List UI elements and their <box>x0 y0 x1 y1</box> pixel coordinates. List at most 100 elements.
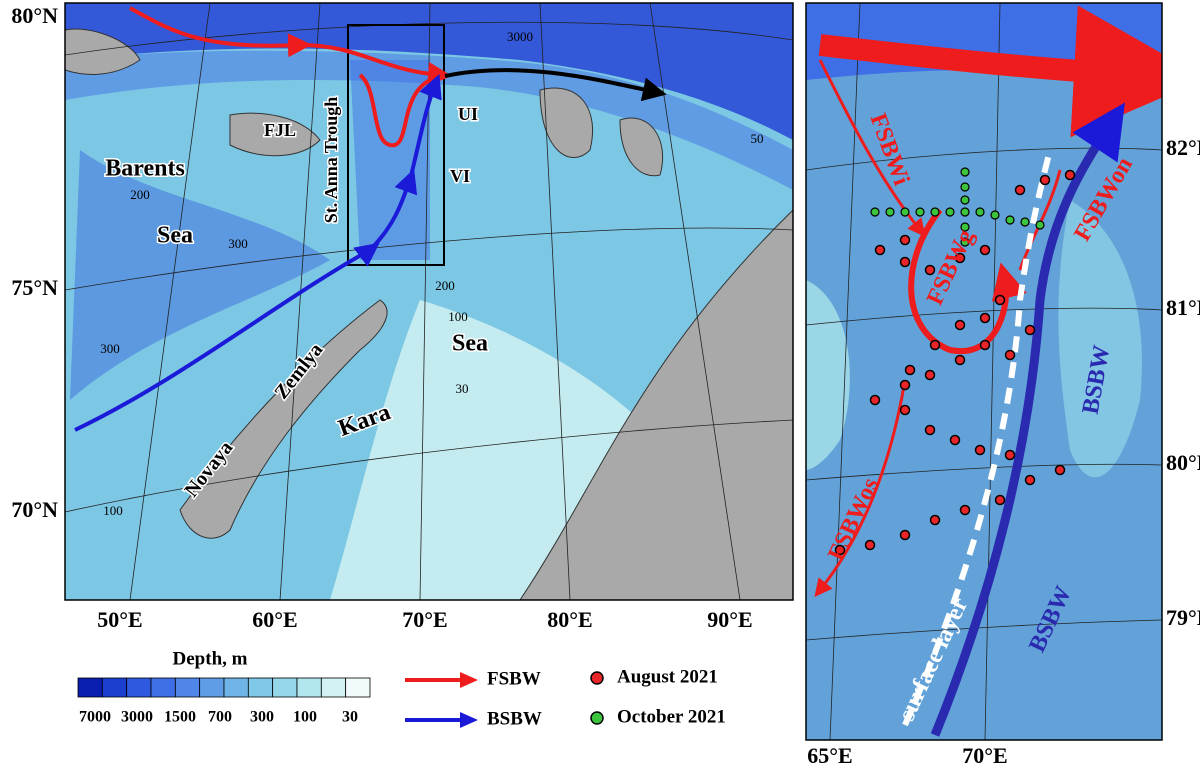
depth-label: 700 <box>208 709 232 726</box>
depth-swatch <box>101 677 128 698</box>
station-october <box>1035 220 1045 230</box>
station-swatch <box>590 711 604 725</box>
lat-label: 82°N <box>1166 135 1200 160</box>
station-august <box>1054 464 1066 476</box>
station-august <box>1024 324 1036 336</box>
station-august <box>1014 184 1026 196</box>
depth-swatch <box>247 677 274 698</box>
current-arrowhead <box>460 672 478 688</box>
lon-label: 50°E <box>97 607 142 632</box>
right-frame <box>805 2 1163 741</box>
station-august <box>929 339 941 351</box>
station-august <box>974 444 986 456</box>
contour-label: 300 <box>228 236 248 251</box>
lat-label: 80°N <box>1166 450 1200 475</box>
place-label: St. Anna Trough <box>321 97 341 224</box>
station-name: August 2021 <box>617 666 718 687</box>
station-august <box>929 514 941 526</box>
lat-label: 81°N <box>1166 295 1200 320</box>
station-october <box>885 207 895 217</box>
depth-swatch <box>223 677 249 698</box>
legend: Depth, m 7000 3000 1500 700 300 100 30 FSBW BSBW A… <box>77 648 726 729</box>
contour-label: 50 <box>751 131 764 146</box>
depth-label: 300 <box>250 709 274 726</box>
station-august <box>954 319 966 331</box>
station-october <box>960 237 970 247</box>
station-august <box>904 364 916 376</box>
lon-label: 60°E <box>252 607 297 632</box>
depth-label: 1500 <box>164 709 196 726</box>
station-august <box>899 256 911 268</box>
station-august <box>1039 174 1051 186</box>
station-october <box>990 210 1000 220</box>
station-august <box>869 394 881 406</box>
contour-label: 200 <box>435 278 455 293</box>
contour-label: 200 <box>130 187 150 202</box>
depth-swatch <box>296 677 322 698</box>
station-october <box>1020 217 1030 227</box>
station-october <box>945 207 955 217</box>
station-october <box>1005 215 1015 225</box>
station-august <box>899 404 911 416</box>
station-august <box>834 544 846 556</box>
place-label: Barents <box>105 156 185 182</box>
depth-swatch <box>345 677 371 698</box>
current-name: BSBW <box>487 708 542 729</box>
depth-label: 100 <box>293 709 317 726</box>
place-label: UI <box>458 104 478 124</box>
station-august <box>979 312 991 324</box>
lat-label: 79°N <box>1166 605 1200 630</box>
lat-label: 75°N <box>11 275 58 300</box>
right-map <box>806 3 1162 740</box>
lon-label: 90°E <box>707 607 752 632</box>
lat-label: 70°N <box>11 497 58 522</box>
station-august <box>899 529 911 541</box>
station-name: October 2021 <box>617 706 726 727</box>
station-august <box>979 339 991 351</box>
place-label: Sea <box>452 331 488 357</box>
station-august <box>924 369 936 381</box>
contour-label: 3000 <box>507 29 533 44</box>
depth-label: 30 <box>342 709 358 726</box>
station-october <box>930 207 940 217</box>
station-august <box>924 424 936 436</box>
station-august <box>874 244 886 256</box>
contour-label: 100 <box>103 503 123 518</box>
station-october <box>960 222 970 232</box>
station-august <box>959 504 971 516</box>
station-october <box>960 207 970 217</box>
depth-label: 3000 <box>121 709 153 726</box>
station-october <box>915 207 925 217</box>
depth-swatch <box>199 677 225 698</box>
lat-label: 80°N <box>11 3 58 28</box>
depth-swatch <box>272 677 298 698</box>
station-swatch <box>590 671 604 685</box>
station-august <box>924 264 936 276</box>
place-label: FJL <box>264 120 296 140</box>
place-label: VI <box>450 166 470 186</box>
contour-label: 100 <box>448 309 468 324</box>
station-october <box>975 207 985 217</box>
lon-label: 65°E <box>807 743 852 768</box>
contour-label: 300 <box>100 341 120 356</box>
depth-label: 7000 <box>79 709 111 726</box>
lon-label: 80°E <box>547 607 592 632</box>
station-october <box>870 207 880 217</box>
left-frame <box>64 2 794 601</box>
current-name: FSBW <box>487 668 541 689</box>
station-october <box>900 207 910 217</box>
station-august <box>899 234 911 246</box>
depth-swatch <box>126 677 152 698</box>
station-august <box>954 354 966 366</box>
station-august <box>949 434 961 446</box>
lon-label: 70°E <box>402 607 447 632</box>
station-october <box>960 195 970 205</box>
station-august <box>864 539 876 551</box>
station-august <box>1024 474 1036 486</box>
current-arrowhead <box>460 712 478 728</box>
depth-swatch <box>320 677 347 698</box>
station-august <box>994 494 1006 506</box>
place-label: Sea <box>157 223 193 249</box>
depth-swatch <box>77 677 103 698</box>
